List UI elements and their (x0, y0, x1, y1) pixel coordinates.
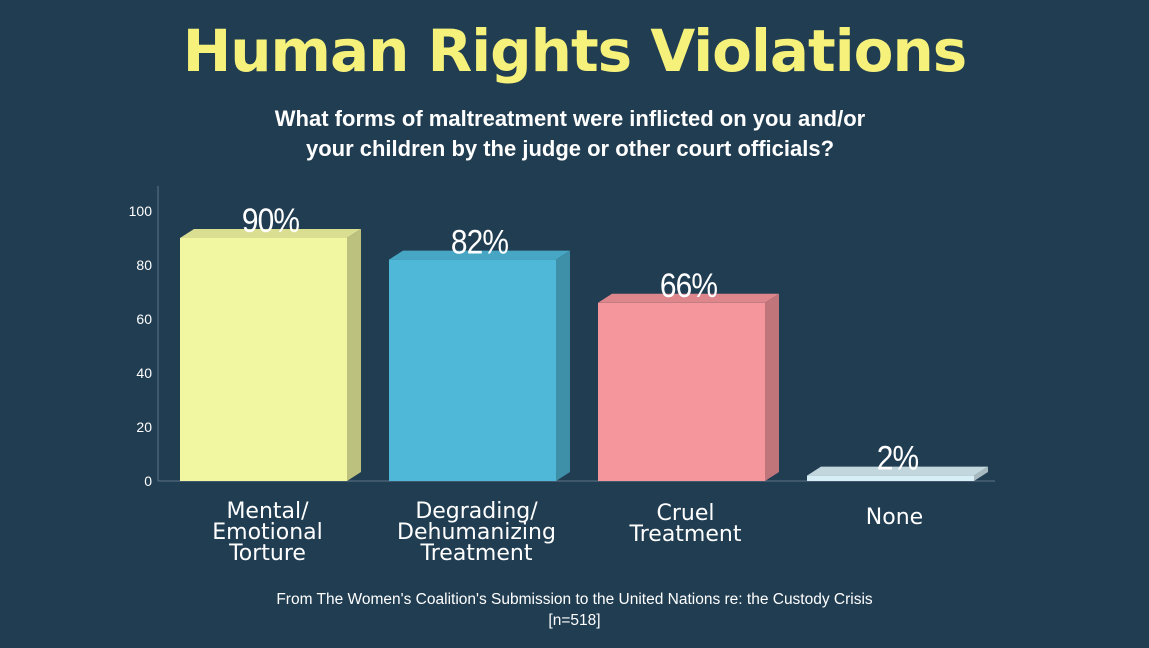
bar-top-face (389, 250, 570, 260)
chart-subtitle: What forms of maltreatment were inflicte… (200, 104, 940, 164)
category-label: None (866, 505, 923, 530)
category-label: Mental/ (226, 499, 309, 524)
data-label: 82% (451, 223, 509, 261)
category-label: Torture (228, 541, 306, 566)
y-tick-label: 20 (136, 419, 152, 435)
category-label: Dehumanizing (397, 520, 556, 545)
bar (389, 259, 556, 481)
category-label: Cruel (657, 501, 715, 526)
y-tick-label: 80 (136, 257, 152, 273)
y-tick-label: 40 (136, 365, 152, 381)
bar (598, 302, 765, 481)
subtitle-line-1: What forms of maltreatment were inflicte… (274, 106, 866, 131)
y-tick-label: 60 (136, 311, 152, 327)
bar-side-face (556, 250, 570, 481)
data-label: 66% (660, 266, 718, 304)
category-label: Treatment (420, 541, 533, 566)
bar-top-face (807, 466, 988, 476)
bar-top-face (180, 229, 361, 238)
bar-top-face (598, 293, 779, 303)
y-tick-label: 100 (129, 203, 153, 219)
bar-side-face (765, 293, 779, 481)
chart-source-note: From The Women's Coalition's Submission … (0, 589, 1149, 631)
source-line: From The Women's Coalition's Submission … (276, 591, 873, 608)
data-label: 90% (242, 201, 300, 239)
bar-side-face (347, 229, 361, 481)
category-label: Degrading/ (415, 499, 538, 524)
bar-side-face (974, 466, 988, 481)
category-label: Emotional (212, 520, 323, 545)
sample-size: [n=518] (548, 612, 601, 629)
subtitle-line-2: your children by the judge or other cour… (305, 136, 835, 161)
bar (807, 475, 974, 481)
y-tick-label: 0 (144, 473, 152, 489)
bar (180, 238, 347, 481)
data-label: 2% (877, 439, 919, 477)
category-label: Treatment (629, 522, 742, 547)
chart-title: Human Rights Violations (182, 17, 968, 85)
